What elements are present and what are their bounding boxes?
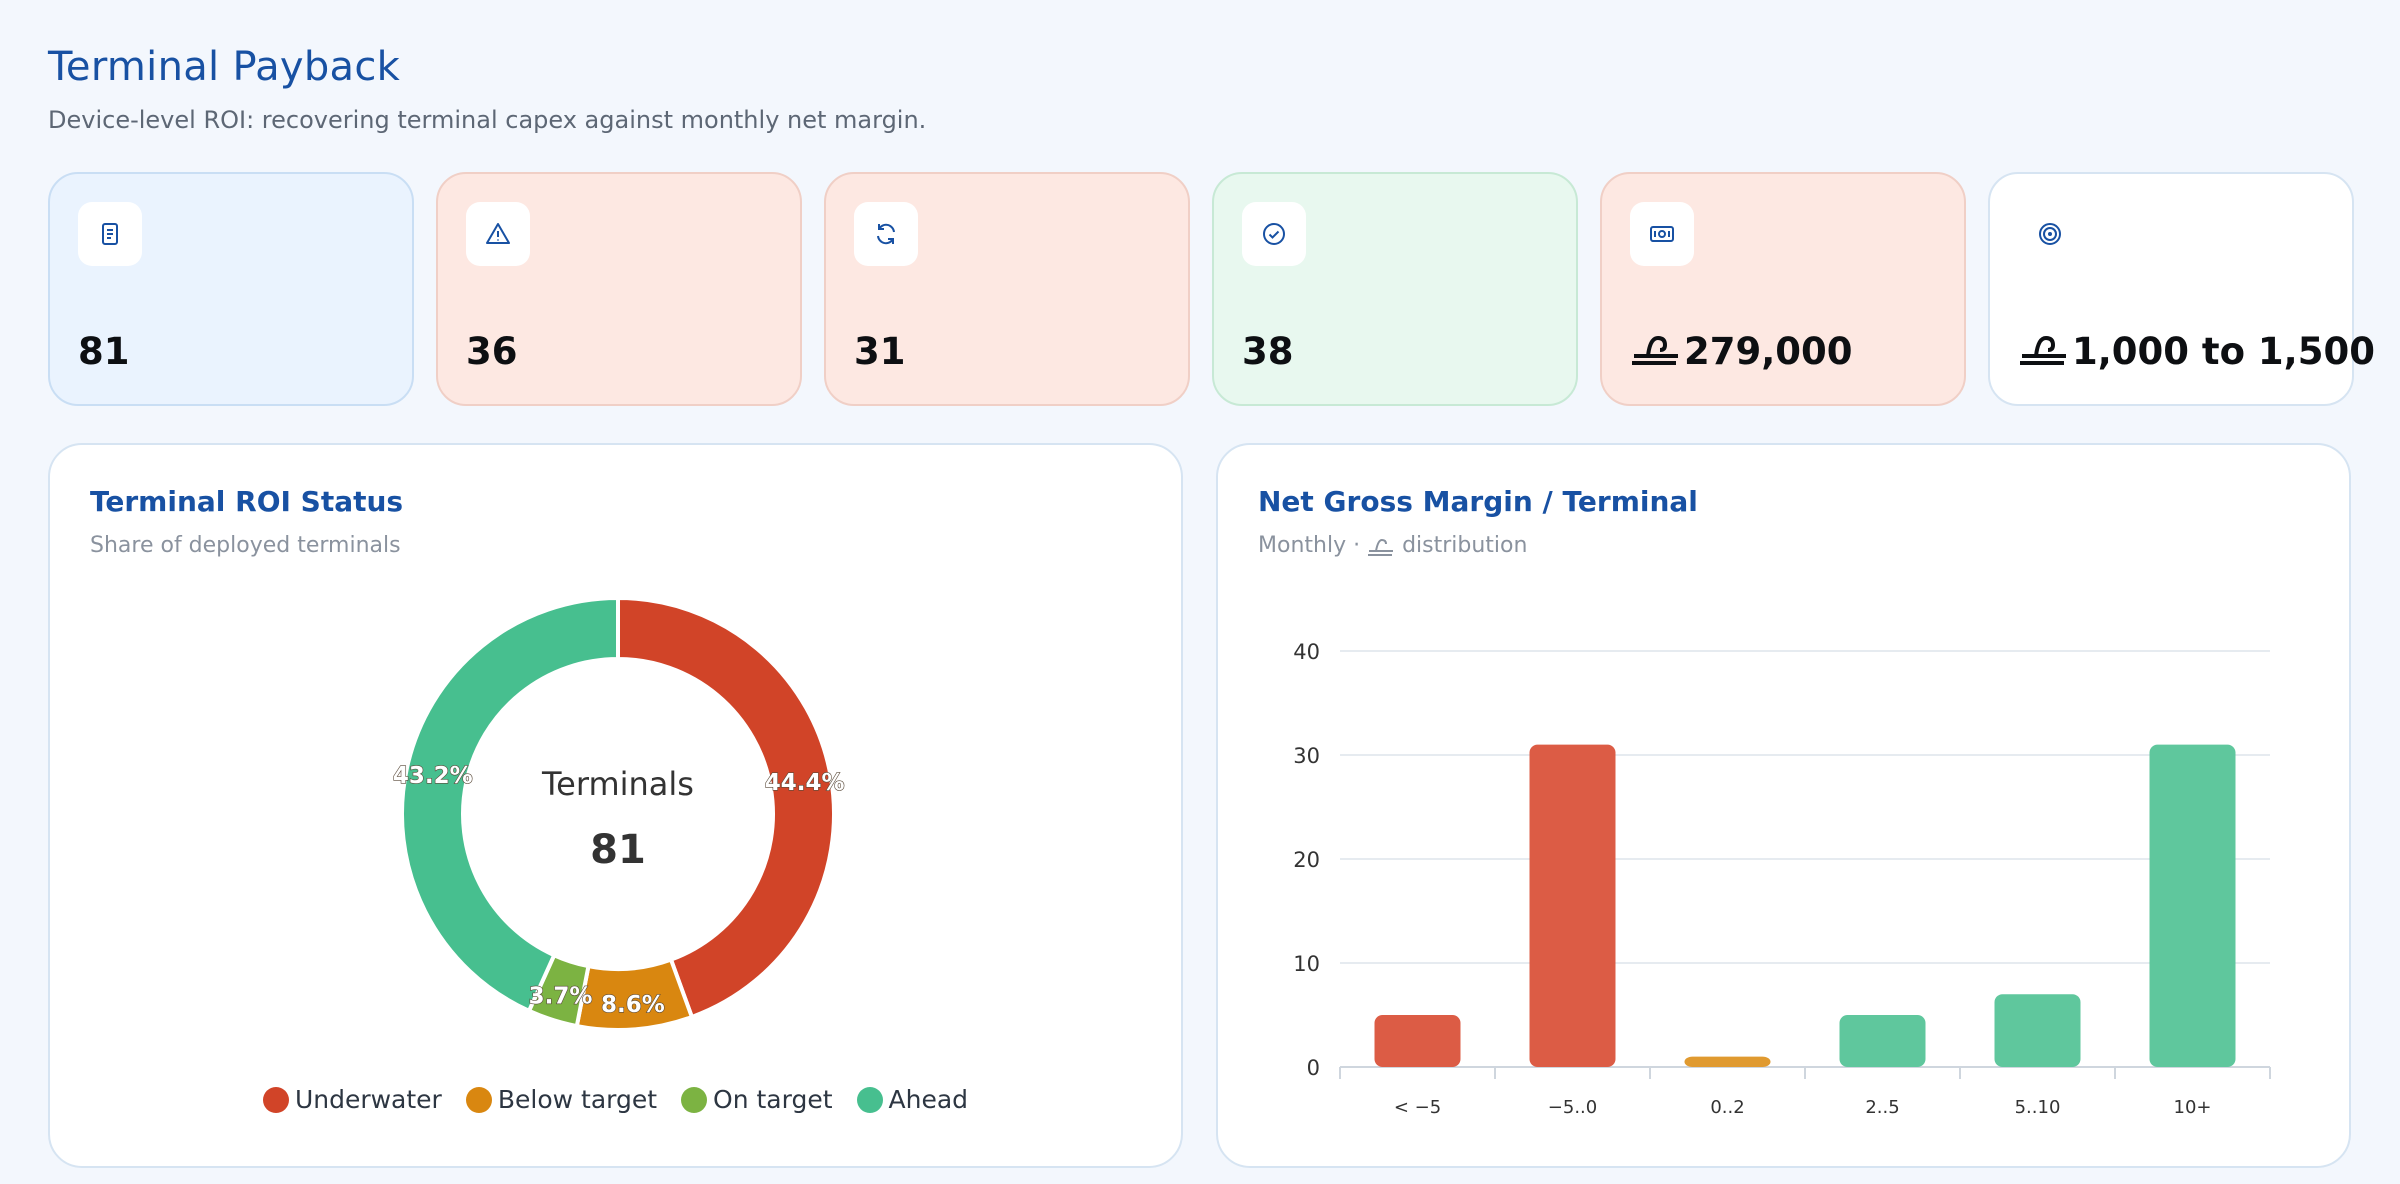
x-tick-label: 0..2 (1710, 1097, 1744, 1118)
bar-4[interactable] (1994, 994, 2081, 1067)
check-circle-icon (1263, 223, 1285, 245)
warning-icon (486, 223, 510, 244)
y-tick-label: 20 (1293, 848, 1320, 872)
bar-5[interactable] (2149, 744, 2236, 1067)
margin-subtitle-suffix: distribution (1402, 533, 1528, 558)
legend-item-below-target[interactable]: Below target (465, 1085, 658, 1114)
kpi-cards: Terminals81Underwater36Pull & Redeploy31… (48, 172, 2375, 485)
kpi-value-text: 279,000 (1684, 330, 1853, 373)
currency-icon (1632, 335, 1678, 365)
kpi-value: 279,000 (1630, 330, 1853, 373)
margin-bar-chart: 0 10 20 30 40 < −5 −5..0 0..2 2..5 5..10 10+ (1293, 640, 2271, 1118)
kpi-value: 38 (1242, 330, 1294, 373)
y-tick-label: 40 (1293, 640, 1320, 664)
x-tick-label: 2..5 (1865, 1097, 1899, 1118)
x-tick-label: 10+ (2174, 1097, 2212, 1118)
page-subtitle: Device-level ROI: recovering terminal ca… (48, 106, 927, 134)
legend-label: Ahead (888, 1085, 969, 1114)
y-tick-label: 10 (1293, 952, 1320, 976)
currency-icon (1368, 538, 1394, 556)
roi-panel-title: Terminal ROI Status (90, 485, 404, 518)
target-icon-box (2018, 202, 2082, 266)
bar-1[interactable] (1529, 744, 1616, 1067)
legend-label: On target (713, 1085, 833, 1114)
legend-swatch (856, 1086, 883, 1113)
kpi-card-pull-redeploy: Pull & Redeploy31 (824, 172, 1190, 485)
kpi-value: 1,000 to 1,500 (2018, 330, 2375, 373)
roi-legend: Underwater Below target On target Ahead (50, 1085, 1181, 1114)
check-circle-icon-box (1242, 202, 1306, 266)
kpi-card-capex-stranded: Capex Stranded279,000 (1600, 172, 1966, 485)
kpi-value-text: 31 (854, 330, 906, 373)
target-icon (2039, 223, 2061, 245)
margin-distribution-panel: Net Gross Margin / Terminal Monthly · di… (1216, 443, 2351, 1168)
donut-data-label: 43.2% (393, 763, 473, 789)
x-tick-label: −5..0 (1548, 1097, 1597, 1118)
kpi-value: 36 (466, 330, 518, 373)
margin-panel-subtitle: Monthly · distribution (1258, 533, 1527, 558)
bar-0[interactable] (1374, 1015, 1461, 1067)
y-tick-label: 0 (1307, 1056, 1320, 1080)
kpi-card-on-target-ahead: On-target / Ahead38 (1212, 172, 1578, 485)
donut-data-label: 44.4% (765, 770, 845, 796)
kpi-card-underwater: Underwater36 (436, 172, 802, 485)
kpi-value-text: 81 (78, 330, 130, 373)
bar-2[interactable] (1684, 1056, 1771, 1067)
donut-data-label: 8.6% (601, 992, 665, 1018)
x-tick-label: 5..10 (2015, 1097, 2061, 1118)
banknote-icon (1650, 226, 1674, 242)
legend-item-on-target[interactable]: On target (681, 1085, 833, 1114)
margin-panel-title: Net Gross Margin / Terminal (1258, 485, 1698, 518)
x-tick-label: < −5 (1394, 1097, 1441, 1118)
refresh-icon (877, 223, 895, 245)
legend-item-ahead[interactable]: Ahead (856, 1085, 969, 1114)
legend-label: Below target (497, 1085, 658, 1114)
donut-slice-ahead[interactable] (400, 595, 620, 1014)
page-title: Terminal Payback (48, 44, 401, 90)
kpi-value-text: 1,000 to 1,500 (2072, 330, 2375, 373)
roi-status-panel: Terminal ROI Status Share of deployed te… (48, 443, 1183, 1168)
y-tick-label: 30 (1293, 744, 1320, 768)
legend-item-underwater[interactable]: Underwater (262, 1085, 442, 1114)
donut-slice-underwater[interactable] (616, 595, 836, 1020)
warning-icon-box (466, 202, 530, 266)
legend-swatch (465, 1086, 492, 1113)
donut-data-label: 3.7% (529, 984, 593, 1010)
legend-swatch (262, 1086, 289, 1113)
kpi-value: 31 (854, 330, 906, 373)
legend-swatch (681, 1086, 708, 1113)
legend-label: Underwater (294, 1085, 442, 1114)
banknote-icon-box (1630, 202, 1694, 266)
margin-subtitle-prefix: Monthly · (1258, 533, 1361, 558)
refresh-icon-box (854, 202, 918, 266)
roi-panel-subtitle: Share of deployed terminals (90, 533, 401, 558)
document-icon-box (78, 202, 142, 266)
kpi-value: 81 (78, 330, 130, 373)
kpi-value-text: 38 (1242, 330, 1294, 373)
roi-donut-chart: Terminals 81 44.4% 8.6% 3.7% 43.2% (392, 595, 845, 1032)
donut-center-value: 81 (590, 827, 646, 873)
document-icon (102, 223, 118, 245)
donut-center-label: Terminals (541, 765, 694, 803)
currency-icon (2020, 335, 2066, 365)
kpi-card-monthly-hurdle: Monthly Hurdle1,000 to 1,500 (1988, 172, 2375, 485)
bar-3[interactable] (1839, 1015, 1926, 1067)
kpi-value-text: 36 (466, 330, 518, 373)
